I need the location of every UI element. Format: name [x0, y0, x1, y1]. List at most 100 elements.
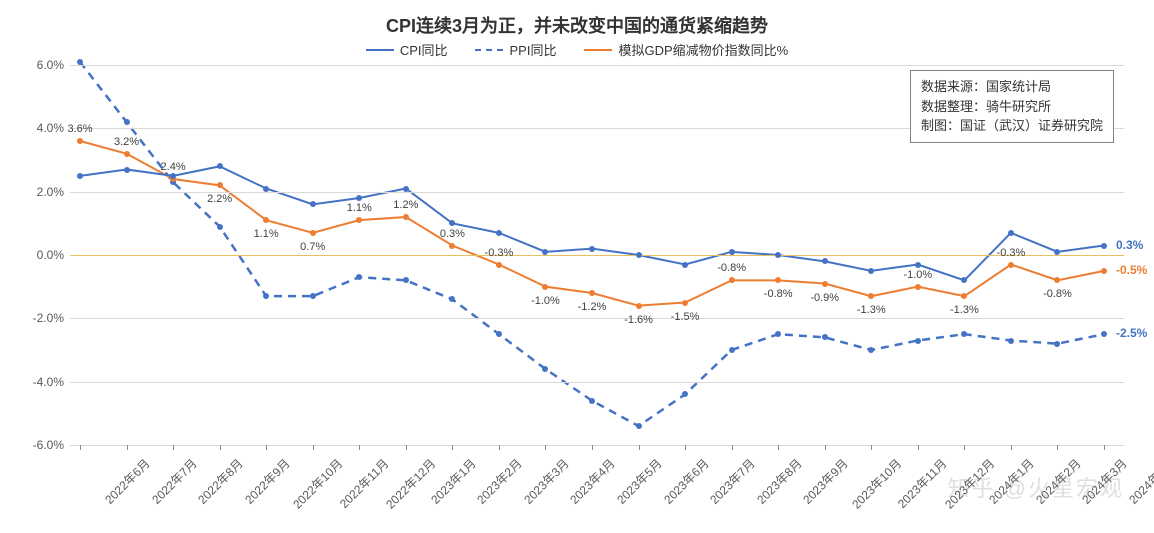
x-axis-label: 2024年4月	[1125, 455, 1154, 508]
marker-cpi	[868, 268, 874, 274]
x-tick	[499, 445, 500, 450]
marker-gdp-deflator	[868, 293, 874, 299]
marker-cpi	[636, 252, 642, 258]
marker-ppi	[915, 338, 921, 344]
data-label-gdp-deflator: -0.3%	[485, 247, 514, 259]
data-label-gdp-deflator: -0.9%	[810, 292, 839, 304]
marker-gdp-deflator	[1101, 268, 1107, 274]
x-tick	[545, 445, 546, 450]
legend-item-cpi: CPI同比	[366, 40, 448, 59]
data-label-gdp-deflator: 0.7%	[300, 241, 325, 253]
chart-container: CPI连续3月为正，并未改变中国的通货紧缩趋势 CPI同比 PPI同比 模拟GD…	[0, 0, 1154, 533]
data-label-gdp-deflator: 3.2%	[114, 136, 139, 148]
data-label-gdp-deflator: -1.2%	[578, 301, 607, 313]
marker-cpi	[542, 249, 548, 255]
x-tick	[359, 445, 360, 450]
x-axis-label: 2023年2月	[473, 455, 526, 508]
marker-ppi	[1101, 331, 1107, 337]
data-label-gdp-deflator: 3.6%	[67, 123, 92, 135]
marker-cpi	[729, 249, 735, 255]
marker-ppi	[589, 398, 595, 404]
data-label-gdp-deflator: 2.4%	[161, 161, 186, 173]
data-label-gdp-deflator: 1.1%	[347, 202, 372, 214]
marker-ppi	[1008, 338, 1014, 344]
info-line-2: 数据整理：骑牛研究所	[921, 97, 1103, 117]
grid-line	[70, 65, 1124, 66]
marker-gdp-deflator	[217, 182, 223, 188]
y-axis-label: -6.0%	[14, 438, 64, 452]
marker-ppi	[217, 224, 223, 230]
y-axis-label: 4.0%	[14, 121, 64, 135]
x-tick	[732, 445, 733, 450]
marker-cpi	[170, 173, 176, 179]
marker-ppi	[310, 293, 316, 299]
marker-gdp-deflator	[542, 284, 548, 290]
marker-cpi	[496, 230, 502, 236]
data-label-gdp-deflator: 2.2%	[207, 193, 232, 205]
marker-cpi	[77, 173, 83, 179]
watermark: 知乎 @火星宏观	[948, 471, 1124, 503]
y-axis-label: 2.0%	[14, 185, 64, 199]
marker-cpi	[124, 167, 130, 173]
data-label-gdp-deflator: 1.2%	[393, 199, 418, 211]
data-label-gdp-deflator: -0.3%	[997, 247, 1026, 259]
series-line-cpi	[80, 166, 1104, 280]
x-axis-label: 2023年10月	[847, 455, 904, 512]
info-line-1: 数据来源：国家统计局	[921, 77, 1103, 97]
marker-gdp-deflator	[263, 217, 269, 223]
x-tick	[406, 445, 407, 450]
grid-line	[70, 445, 1124, 446]
marker-ppi	[449, 296, 455, 302]
data-label-gdp-deflator: -1.6%	[624, 314, 653, 326]
marker-cpi	[915, 262, 921, 268]
legend-swatch-ppi	[475, 49, 503, 51]
marker-ppi	[356, 274, 362, 280]
x-tick	[685, 445, 686, 450]
x-tick	[80, 445, 81, 450]
marker-ppi	[682, 391, 688, 397]
grid-line	[70, 318, 1124, 319]
data-label-gdp-deflator: -1.0%	[531, 295, 560, 307]
x-tick	[871, 445, 872, 450]
marker-ppi	[775, 331, 781, 337]
marker-ppi	[822, 334, 828, 340]
x-tick	[639, 445, 640, 450]
info-box: 数据来源：国家统计局 数据整理：骑牛研究所 制图：国证（武汉）证券研究院	[910, 70, 1114, 143]
marker-ppi	[124, 119, 130, 125]
data-label-gdp-deflator: -1.3%	[950, 304, 979, 316]
y-axis-label: -4.0%	[14, 375, 64, 389]
marker-ppi	[77, 59, 83, 65]
marker-ppi	[729, 347, 735, 353]
x-axis-label: 2022年12月	[382, 455, 439, 512]
legend-swatch-cpi	[366, 49, 394, 51]
marker-gdp-deflator	[1054, 277, 1060, 283]
marker-cpi	[449, 220, 455, 226]
marker-gdp-deflator	[682, 300, 688, 306]
x-axis-label: 2023年7月	[706, 455, 759, 508]
x-tick	[220, 445, 221, 450]
marker-gdp-deflator	[496, 262, 502, 268]
marker-cpi	[217, 163, 223, 169]
marker-gdp-deflator	[77, 138, 83, 144]
marker-gdp-deflator	[1008, 262, 1014, 268]
legend-item-deflator: 模拟GDP缩减物价指数同比%	[584, 40, 788, 59]
marker-gdp-deflator	[915, 284, 921, 290]
y-axis-label: 0.0%	[14, 248, 64, 262]
marker-cpi	[961, 277, 967, 283]
x-tick	[964, 445, 965, 450]
marker-ppi	[263, 293, 269, 299]
data-label-gdp-deflator: 0.3%	[440, 228, 465, 240]
data-label-gdp-deflator: -1.5%	[671, 311, 700, 323]
marker-ppi	[868, 347, 874, 353]
marker-cpi	[1008, 230, 1014, 236]
marker-gdp-deflator	[961, 293, 967, 299]
legend-label-cpi: CPI同比	[400, 40, 448, 59]
data-label-gdp-deflator: -1.0%	[903, 269, 932, 281]
info-line-3: 制图：国证（武汉）证券研究院	[921, 116, 1103, 136]
final-label-gdp-deflator: -0.5%	[1116, 263, 1147, 277]
data-label-gdp-deflator: -0.8%	[764, 288, 793, 300]
marker-gdp-deflator	[449, 243, 455, 249]
marker-cpi	[1054, 249, 1060, 255]
marker-ppi	[636, 423, 642, 429]
marker-gdp-deflator	[589, 290, 595, 296]
